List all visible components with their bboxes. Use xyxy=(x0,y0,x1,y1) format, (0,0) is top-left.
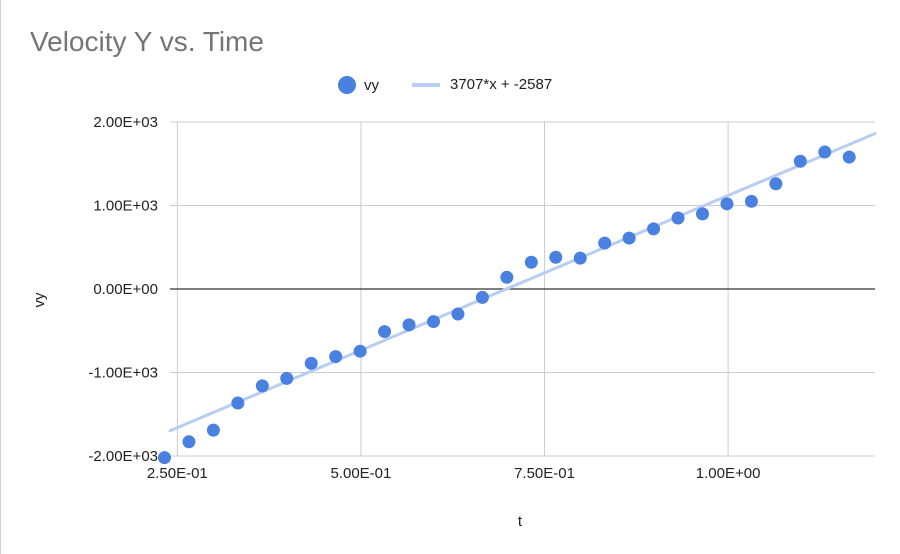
chart-title: Velocity Y vs. Time xyxy=(30,26,264,57)
y-tick-label: 0.00E+00 xyxy=(93,281,158,298)
data-point xyxy=(818,145,832,159)
y-tick-label: -1.00E+03 xyxy=(88,365,158,382)
data-point xyxy=(255,379,269,393)
x-tick-label: 1.00E+00 xyxy=(696,465,761,482)
legend-item-trendline[interactable]: 3707*x + -2587 xyxy=(412,76,552,93)
data-point xyxy=(500,270,514,284)
data-point xyxy=(842,150,856,164)
data-point xyxy=(451,307,465,321)
data-point xyxy=(475,290,489,304)
data-point xyxy=(329,350,343,364)
gridlines xyxy=(170,121,875,457)
x-tick-label: 5.00E-01 xyxy=(330,465,391,482)
y-tick-label: 2.00E+03 xyxy=(93,114,158,131)
y-axis-title: vy xyxy=(31,292,48,308)
y-tick-label: -2.00E+03 xyxy=(88,448,158,465)
x-tick-label: 2.50E-01 xyxy=(147,465,208,482)
trendline-layer xyxy=(168,132,877,433)
data-point xyxy=(524,255,538,269)
data-points xyxy=(157,145,856,465)
data-point xyxy=(720,197,734,211)
left-edge-divider xyxy=(0,0,1,554)
legend-label-vy: vy xyxy=(364,76,379,94)
data-point xyxy=(647,222,661,236)
chart-legend: vy 3707*x + -2587 xyxy=(0,76,900,98)
data-point xyxy=(671,211,685,225)
legend-marker-line xyxy=(412,82,440,87)
y-tick-label: 1.00E+03 xyxy=(93,198,158,215)
legend-marker-dot xyxy=(338,76,356,94)
data-point xyxy=(622,231,636,245)
data-point xyxy=(402,318,416,332)
data-point xyxy=(182,435,196,449)
x-axis-title: t xyxy=(518,513,523,530)
data-point xyxy=(231,396,245,410)
data-point xyxy=(280,371,294,385)
legend-label-trendline: 3707*x + -2587 xyxy=(450,76,553,93)
data-point xyxy=(304,356,318,370)
data-point xyxy=(353,344,367,358)
trendline xyxy=(168,132,877,433)
data-point xyxy=(549,250,563,264)
legend-item-vy[interactable]: vy xyxy=(338,76,379,94)
data-point xyxy=(695,207,709,221)
x-tick-label: 7.50E-01 xyxy=(514,465,575,482)
data-point xyxy=(598,236,612,250)
data-point xyxy=(744,194,758,208)
data-point xyxy=(157,451,171,465)
data-point xyxy=(769,177,783,191)
data-point xyxy=(573,251,587,265)
tick-labels: 2.00E+03 1.00E+03 0.00E+00 -1.00E+03 -2.00E+… xyxy=(88,114,760,482)
data-point xyxy=(206,423,220,437)
data-point xyxy=(793,154,807,168)
data-point xyxy=(378,325,392,339)
data-point xyxy=(426,315,440,329)
